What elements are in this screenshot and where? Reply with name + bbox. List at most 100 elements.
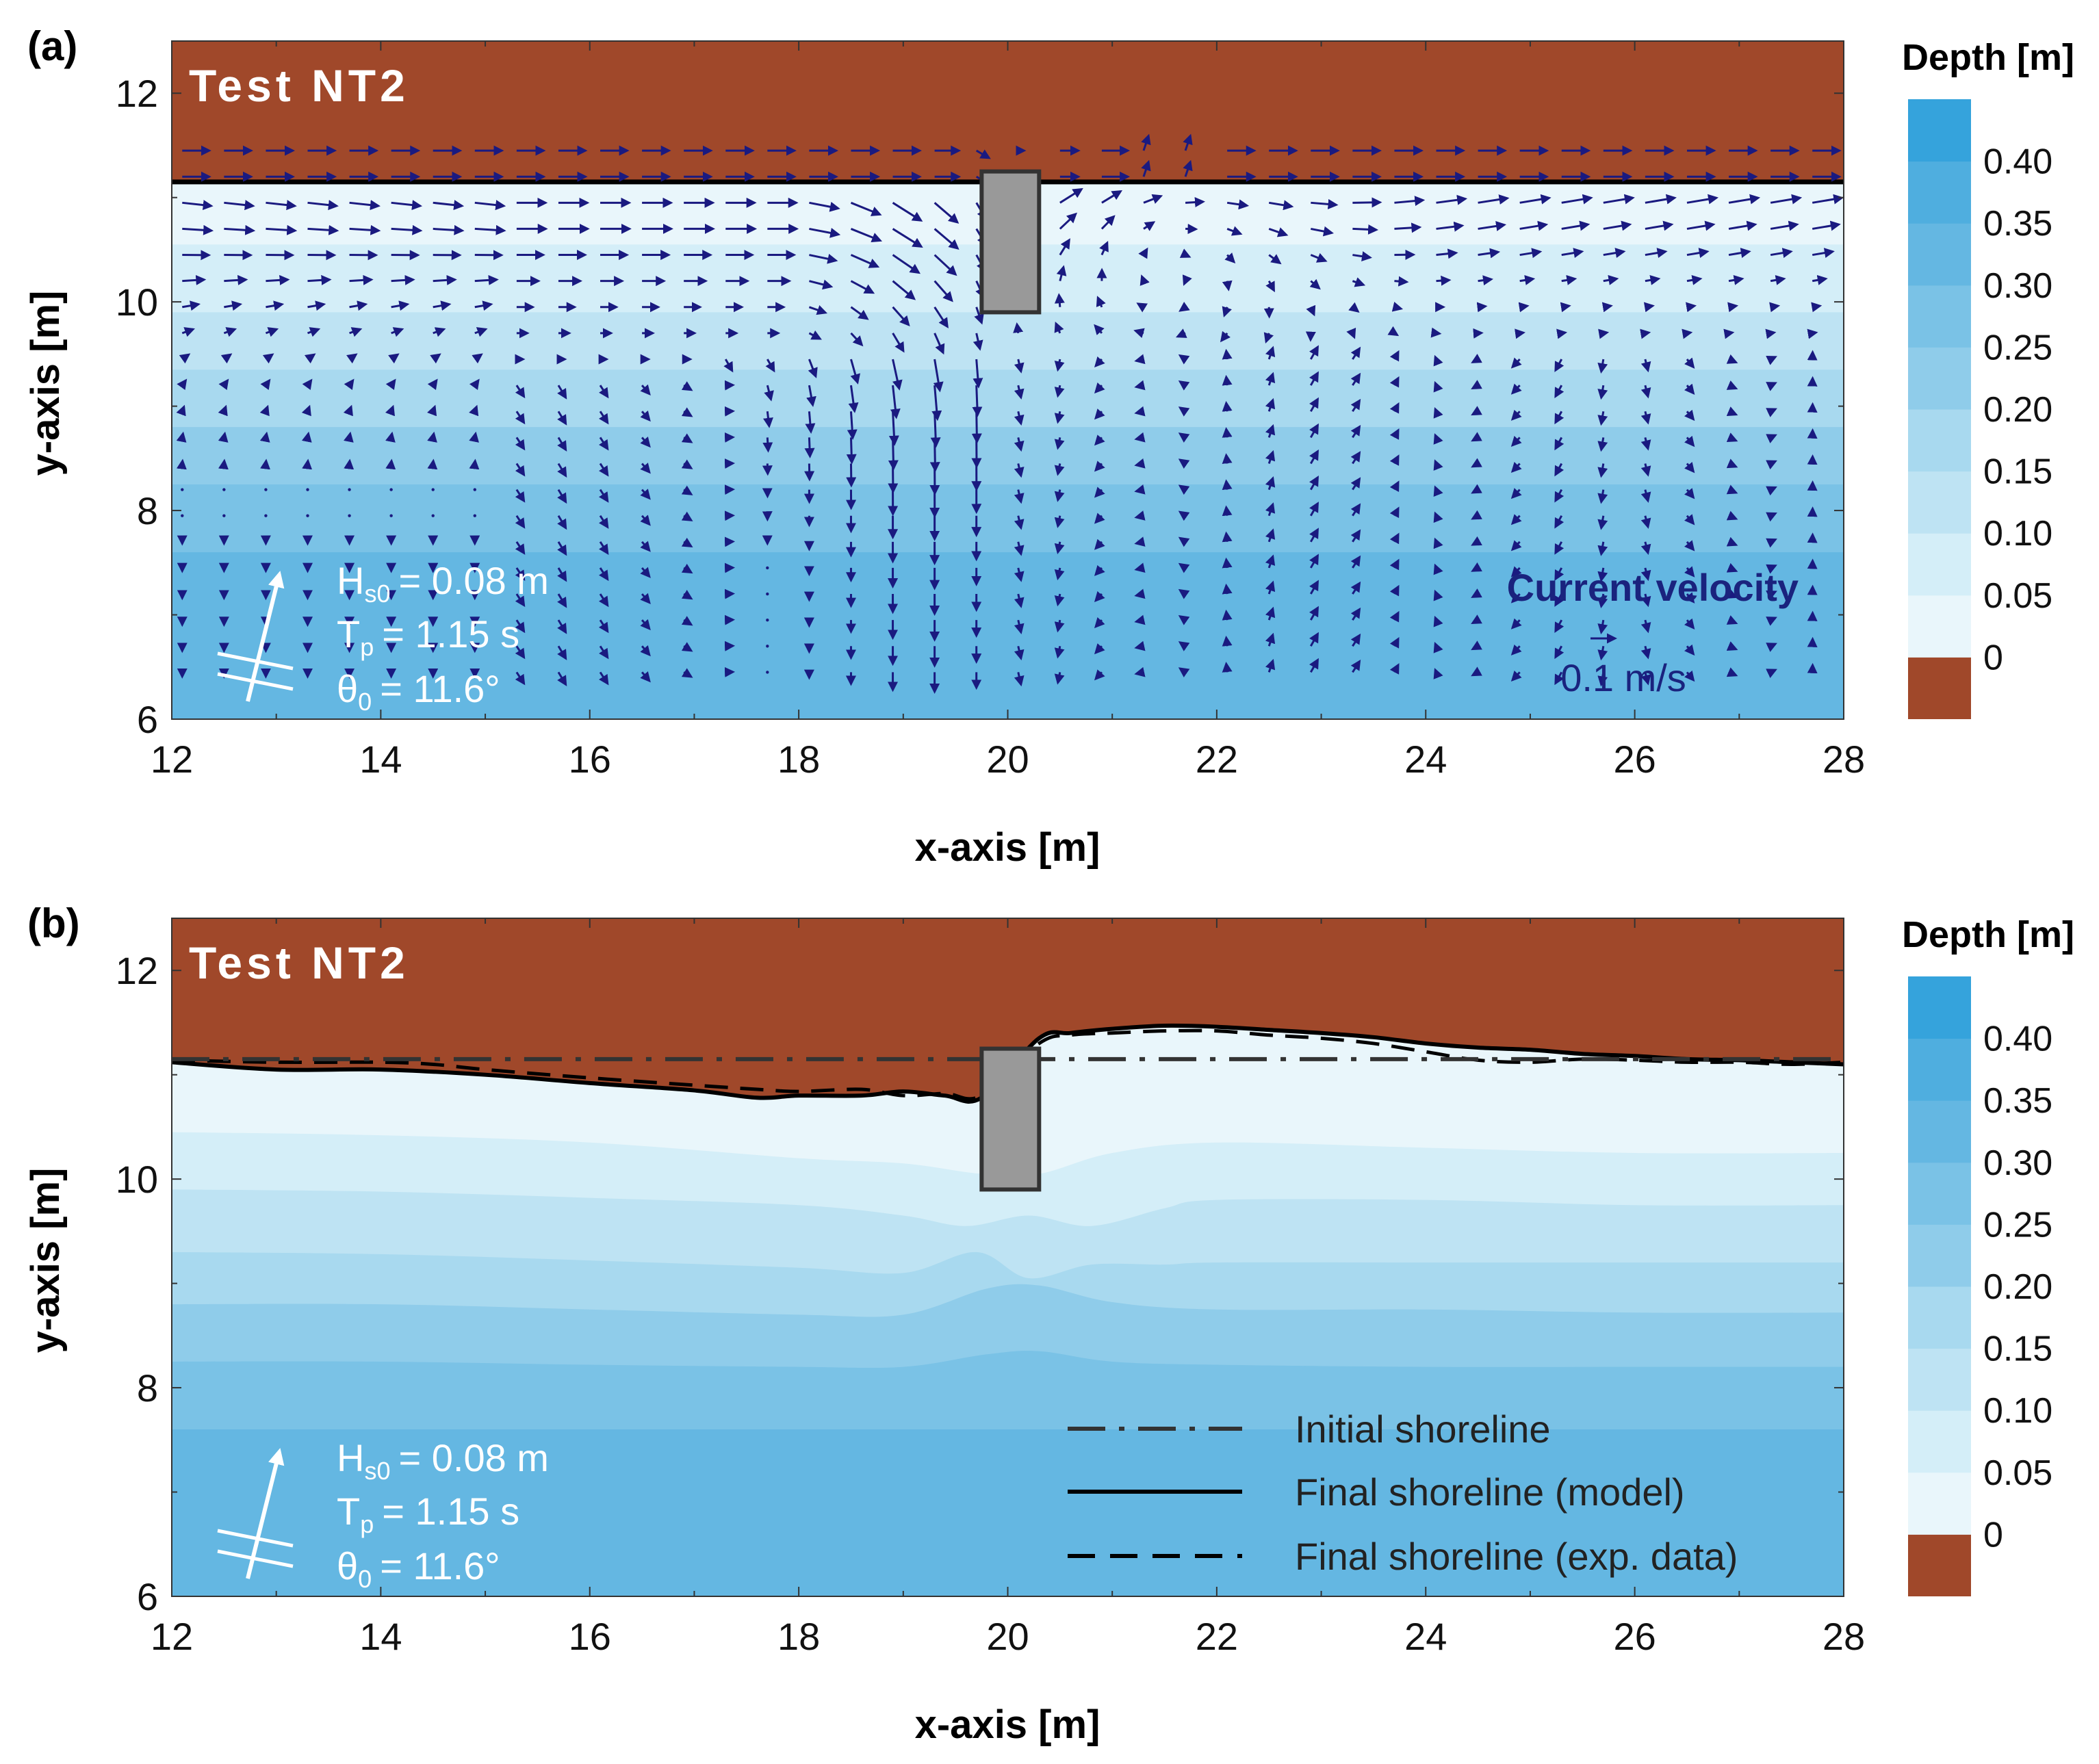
velocity-vector [762, 437, 773, 453]
velocity-vector [850, 280, 875, 294]
velocity-vector [681, 668, 693, 678]
velocity-vector [598, 593, 609, 608]
velocity-vector [1311, 226, 1335, 237]
colorbar-swatch [1908, 409, 1971, 472]
velocity-vector [892, 333, 905, 353]
colorbar-tick-label: 0 [1983, 1515, 2003, 1555]
velocity-vector [1597, 567, 1608, 582]
velocity-vector [1222, 557, 1233, 569]
velocity-vector [1684, 435, 1695, 448]
velocity-vector [1265, 398, 1276, 412]
velocity-vector [1054, 593, 1065, 607]
velocity-vector [1014, 463, 1025, 478]
velocity-vector [1510, 566, 1522, 578]
colorbar-tick-label: 0.35 [1983, 204, 2052, 244]
velocity-vector [1389, 454, 1400, 466]
velocity-vector [218, 404, 228, 417]
velocity-vector [1139, 274, 1150, 286]
velocity-vector [181, 488, 184, 491]
velocity-vector [1265, 606, 1276, 621]
velocity-vector [1178, 432, 1190, 443]
velocity-vector [1684, 383, 1695, 395]
velocity-vector [1389, 584, 1400, 597]
velocity-vector [1268, 200, 1294, 211]
legend-label-model: Final shoreline (model) [1295, 1470, 1685, 1514]
velocity-vector [1178, 380, 1190, 391]
x-tick-label: 16 [569, 1615, 611, 1658]
velocity-vector [391, 200, 423, 211]
velocity-vector [307, 200, 339, 211]
velocity-vector [1265, 632, 1276, 647]
velocity-vector [1597, 463, 1608, 478]
velocity-vector [1471, 458, 1482, 468]
velocity-vector [1094, 565, 1105, 576]
colorbar-swatch [1908, 1410, 1971, 1473]
velocity-vector [809, 279, 834, 290]
velocity-vector [933, 306, 949, 328]
velocity-vector [1471, 614, 1482, 625]
velocity-vector [1094, 487, 1105, 498]
velocity-vector [1134, 640, 1146, 651]
velocity-vector [1640, 385, 1651, 399]
velocity-vector [681, 590, 693, 600]
velocity-vector [1471, 562, 1482, 572]
velocity-vector [472, 353, 483, 364]
velocity-vector [307, 327, 321, 337]
velocity-vector [515, 567, 526, 581]
velocity-vector [304, 353, 316, 364]
velocity-vector [1510, 357, 1522, 369]
velocity-vector [1014, 515, 1025, 530]
colorbar-tick-label: 0.10 [1983, 514, 2052, 554]
velocity-vector [1389, 506, 1400, 519]
panel-title-a: Test NT2 [189, 60, 409, 111]
velocity-vector [640, 489, 651, 500]
velocity-vector [1726, 354, 1738, 364]
velocity-vector [809, 201, 840, 212]
velocity-vector [809, 253, 838, 264]
colorbar-tick-label: 0.20 [1983, 1267, 2052, 1307]
velocity-vector [1430, 327, 1442, 338]
velocity-vector [306, 488, 309, 491]
colorbar-swatch [1908, 99, 1971, 162]
velocity-vector [1389, 480, 1400, 493]
velocity-vector [1143, 221, 1156, 231]
velocity-vector [1059, 238, 1070, 256]
x-tick-label: 26 [1613, 1615, 1656, 1658]
velocity-vector [1054, 515, 1065, 528]
velocity-legend-title: Current velocity [1507, 566, 1799, 609]
velocity-vector [1138, 247, 1148, 259]
velocity-vector [766, 618, 769, 622]
colorbar-tick-label: 0.15 [1983, 452, 2052, 492]
velocity-vector [1350, 346, 1361, 360]
velocity-vector [933, 254, 957, 276]
velocity-vector [266, 200, 297, 211]
wave-direction-icon [217, 1448, 294, 1579]
y-tick-label: 6 [137, 698, 158, 741]
velocity-vector [1265, 450, 1276, 464]
velocity-vector [349, 224, 381, 235]
velocity-vector [1394, 222, 1422, 233]
depth-band [172, 312, 1844, 370]
velocity-vector [1554, 463, 1564, 477]
x-tick-label: 28 [1823, 1615, 1865, 1658]
velocity-vector [1389, 350, 1400, 362]
shoreline-solid [172, 1023, 1844, 1104]
colorbar-tick-label: 0 [1983, 638, 2003, 677]
velocity-vector [1054, 672, 1065, 685]
depth-contour-plot-a [172, 41, 1844, 719]
velocity-vector [640, 437, 651, 448]
colorbar-swatch [1908, 1162, 1971, 1225]
y-tick-label: 8 [137, 489, 158, 532]
velocity-vector [1433, 642, 1443, 653]
velocity-vector [1389, 532, 1400, 545]
land-area [172, 41, 1844, 182]
velocity-vector [433, 300, 452, 311]
velocity-vector [640, 541, 651, 552]
velocity-vector [1478, 194, 1510, 205]
velocity-vector [933, 280, 953, 302]
velocity-vector [1222, 531, 1233, 543]
velocity-vector [1510, 383, 1522, 395]
velocity-vector [346, 353, 358, 364]
velocity-vector [850, 306, 869, 320]
velocity-vector [1436, 221, 1465, 232]
